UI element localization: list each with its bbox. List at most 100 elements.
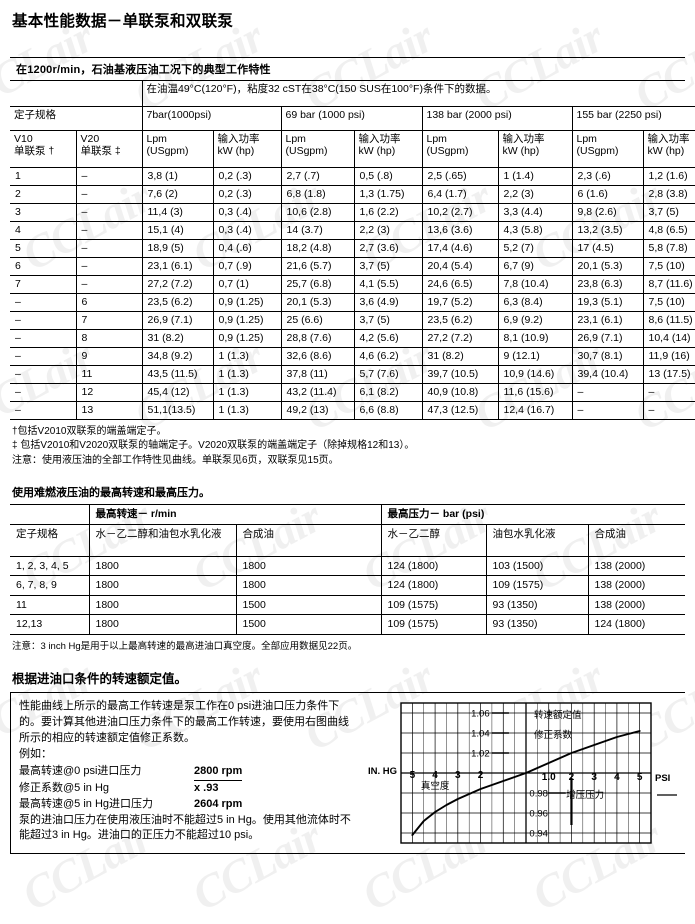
cell-spec: 1, 2, 3, 4, 5 bbox=[10, 556, 90, 577]
cell-flow: 20,1 (5.3) bbox=[280, 292, 355, 312]
cell-flow: 20,1 (5.3) bbox=[571, 257, 644, 276]
table-row: 12,13 1800 1500 109 (1575) 93 (1350) 124 (180… bbox=[10, 614, 686, 635]
cell-spec: 6, 7, 8, 9 bbox=[10, 575, 90, 596]
cell-value: 138 (2000) bbox=[587, 595, 686, 616]
v10-line1: V10 bbox=[14, 132, 33, 145]
cell-flow: 26,9 (7.1) bbox=[141, 311, 214, 330]
table2-col-header-4: 合成油 bbox=[587, 524, 686, 557]
cell-power: 8,7 (11.6) bbox=[642, 275, 695, 294]
chart-xtick-label-vacuum: 5 bbox=[410, 770, 416, 781]
table-row: 4–15,1 (4) 0,3 (.4) 14 (3.7) 2,2 (3) 13,6 (3… bbox=[10, 221, 695, 240]
cell-value: 1800 bbox=[235, 575, 382, 596]
table1-band-title: 在1200r/min，石油基液压油工况下的典型工作特性 bbox=[10, 57, 685, 81]
cell-v10: 1 bbox=[10, 167, 77, 186]
cell-flow: 2,7 (.7) bbox=[280, 167, 355, 186]
cell-power: 6,7 (9) bbox=[497, 257, 573, 276]
cell-v20: – bbox=[75, 239, 143, 258]
table-row: –7 26,9 (7.1) 0,9 (1.25) 25 (6.6) 3,7 (5) 23,… bbox=[10, 311, 695, 330]
footnote-dagger: †包括V2010双联泵的端盖端定子。 bbox=[12, 425, 167, 437]
cell-power: 3,7 (5) bbox=[353, 311, 423, 330]
table-row: 1–3,8 (1) 0,2 (.3) 2,7 (.7) 0,5 (.8) 2,5 (.6… bbox=[10, 167, 695, 186]
chart-xtick-label-boost: 2 bbox=[569, 772, 575, 783]
cell-power: 11,6 (15.6) bbox=[497, 383, 573, 402]
correction-factor-chart: 1.06 1.04 1.02 0.98 0.96 0.94 5 4 3 2 1.0 2 3 4 5 真空度 增压… bbox=[363, 695, 683, 858]
cell-flow: 23,8 (6.3) bbox=[571, 275, 644, 294]
col-v20-header: V20 单联泵 ‡ bbox=[75, 130, 143, 168]
cell-value: 138 (2000) bbox=[587, 575, 686, 596]
cell-flow: 18,2 (4.8) bbox=[280, 239, 355, 258]
chart-xtick-label-vacuum: 3 bbox=[455, 770, 461, 781]
table-row: 6–23,1 (6.1) 0,7 (.9) 21,6 (5.7) 3,7 (5) 20,… bbox=[10, 257, 695, 276]
cell-flow: 32,6 (8.6) bbox=[280, 347, 355, 366]
cell-power: 8,6 (11.5) bbox=[642, 311, 695, 330]
cell-power: 4,1 (5.5) bbox=[353, 275, 423, 294]
calc-value-0: 2800 rpm bbox=[194, 764, 243, 781]
cell-flow: 26,9 (7.1) bbox=[571, 329, 644, 348]
power-label-line1: 输入功率 bbox=[217, 132, 260, 145]
cell-value: 109 (1575) bbox=[380, 595, 487, 616]
cell-flow: 10,2 (2.7) bbox=[421, 203, 499, 222]
cell-v10: 3 bbox=[10, 203, 77, 222]
cell-power: 10,4 (14) bbox=[642, 329, 695, 348]
cell-value: 1800 bbox=[235, 556, 382, 577]
col-power-header-1: 输入功率 kW (hp) bbox=[353, 130, 423, 168]
cell-v10: 6 bbox=[10, 257, 77, 276]
cell-flow: 51,1(13.5) bbox=[141, 401, 214, 420]
cell-power: 5,8 (7.8) bbox=[642, 239, 695, 258]
cell-v10: – bbox=[10, 329, 77, 348]
chart-xtick-label-boost: 4 bbox=[614, 772, 620, 783]
cell-power: 0,7 (.9) bbox=[212, 257, 282, 276]
section3-panel: 性能曲线上所示的最高工作转速是泵工作在0 psi进油口压力条件下的。要计算其他进… bbox=[10, 691, 685, 854]
cell-v10: 5 bbox=[10, 239, 77, 258]
spec-group-label: 定子规格 bbox=[10, 106, 143, 131]
cell-flow: 23,1 (6.1) bbox=[571, 311, 644, 330]
cell-flow: 39,4 (10.4) bbox=[571, 365, 644, 384]
cell-power: 5,2 (7) bbox=[497, 239, 573, 258]
cell-flow: 2,3 (.6) bbox=[571, 167, 644, 186]
cell-v10: 4 bbox=[10, 221, 77, 240]
cell-flow: 47,3 (12.5) bbox=[421, 401, 499, 420]
cell-v10: – bbox=[10, 292, 77, 312]
cell-flow: 21,6 (5.7) bbox=[280, 257, 355, 276]
cell-flow: 19,7 (5.2) bbox=[421, 292, 499, 312]
cell-power: 4,8 (6.5) bbox=[642, 221, 695, 240]
cell-power: 1 (1.3) bbox=[212, 347, 282, 366]
cell-v10: 7 bbox=[10, 275, 77, 294]
cell-spec: 12,13 bbox=[10, 614, 90, 635]
table2-col-header-0: 水－乙二醇和油包水乳化液 bbox=[88, 524, 237, 557]
cell-flow: 28,8 (7.6) bbox=[280, 329, 355, 348]
cell-flow: 30,7 (8.1) bbox=[571, 347, 644, 366]
cell-value: 109 (1575) bbox=[485, 575, 589, 596]
cell-power: 4,2 (5.6) bbox=[353, 329, 423, 348]
cell-power: 1,3 (1.75) bbox=[353, 185, 423, 204]
cell-power: 8,1 (10.9) bbox=[497, 329, 573, 348]
cell-flow: 14 (3.7) bbox=[280, 221, 355, 240]
cell-flow: 19,3 (5.1) bbox=[571, 292, 644, 312]
cell-v10: – bbox=[10, 311, 77, 330]
cell-power: 1 (1.4) bbox=[497, 167, 573, 186]
document-page: 基本性能数据－单联泵和双联泵 在1200r/min，石油基液压油工况下的典型工作… bbox=[0, 9, 695, 854]
cell-power: 6,9 (9.2) bbox=[497, 311, 573, 330]
cell-flow: 27,2 (7.2) bbox=[141, 275, 214, 294]
cell-power: 11,9 (16) bbox=[642, 347, 695, 366]
cell-flow: 43,2 (11.4) bbox=[280, 383, 355, 402]
calc-row-0: 最高转速@0 psi进口压力 2800 rpm bbox=[19, 764, 355, 781]
group-header-speed: 最高转速－ r/min bbox=[88, 504, 382, 525]
cell-flow: 18,9 (5) bbox=[141, 239, 214, 258]
cell-flow: 13,2 (3.5) bbox=[571, 221, 644, 240]
chart-ytick-label: 1.02 bbox=[471, 748, 490, 759]
col-flow-header-3: Lpm (USgpm) bbox=[571, 130, 644, 168]
cell-v20: – bbox=[75, 185, 143, 204]
cell-v20: 11 bbox=[75, 365, 143, 384]
chart-xtick-label-boost: 5 bbox=[637, 772, 643, 783]
cell-flow: 39,7 (10.5) bbox=[421, 365, 499, 384]
chart-column: 1.06 1.04 1.02 0.98 0.96 0.94 5 4 3 2 1.0 2 3 4 5 真空度 增压… bbox=[363, 693, 685, 853]
cell-value: 103 (1500) bbox=[485, 556, 589, 577]
cell-v10: – bbox=[10, 383, 77, 402]
cell-v20: 13 bbox=[75, 401, 143, 420]
cell-power: 7,8 (10.4) bbox=[497, 275, 573, 294]
cell-power: – bbox=[642, 401, 695, 420]
example-label: 例如： bbox=[19, 747, 52, 760]
cell-flow: 10,6 (2.8) bbox=[280, 203, 355, 222]
cell-v10: – bbox=[10, 365, 77, 384]
